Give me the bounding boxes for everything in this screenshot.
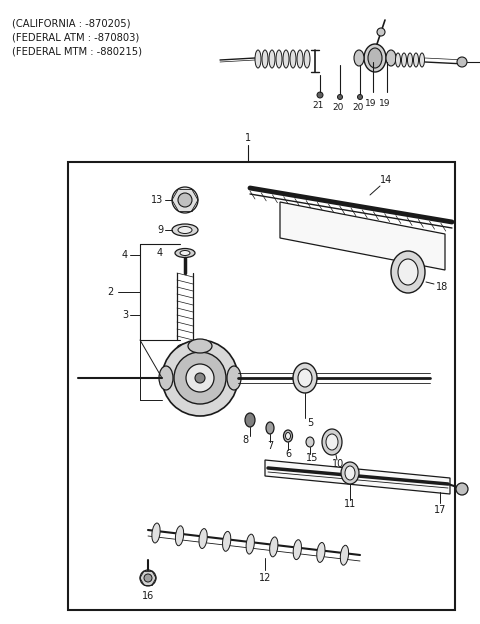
Text: 13: 13 (151, 195, 163, 205)
Text: 2: 2 (107, 287, 113, 297)
Ellipse shape (152, 523, 160, 543)
Ellipse shape (175, 526, 184, 546)
Ellipse shape (326, 434, 338, 450)
Ellipse shape (298, 369, 312, 387)
Text: 16: 16 (142, 591, 154, 601)
Text: (FEDERAL ATM : -870803): (FEDERAL ATM : -870803) (12, 32, 139, 42)
Ellipse shape (227, 366, 241, 390)
Circle shape (457, 57, 467, 67)
Ellipse shape (269, 50, 275, 68)
Ellipse shape (396, 53, 400, 67)
Ellipse shape (354, 50, 364, 66)
Circle shape (174, 352, 226, 404)
Ellipse shape (255, 50, 261, 68)
Text: (CALIFORNIA : -870205): (CALIFORNIA : -870205) (12, 18, 131, 28)
Ellipse shape (262, 50, 268, 68)
Polygon shape (280, 202, 445, 270)
Text: 14: 14 (380, 175, 392, 185)
Ellipse shape (188, 339, 212, 353)
Text: 18: 18 (436, 282, 448, 292)
Ellipse shape (246, 534, 254, 554)
Ellipse shape (306, 437, 314, 447)
Ellipse shape (368, 48, 382, 68)
Text: 7: 7 (267, 441, 273, 451)
Circle shape (178, 193, 192, 207)
Text: 15: 15 (306, 453, 318, 463)
Ellipse shape (340, 545, 348, 565)
Circle shape (358, 94, 362, 99)
Ellipse shape (266, 422, 274, 434)
Ellipse shape (199, 529, 207, 548)
Circle shape (172, 187, 198, 213)
Ellipse shape (317, 542, 325, 562)
Text: 1: 1 (245, 133, 251, 143)
Text: 20: 20 (352, 104, 364, 112)
Ellipse shape (293, 363, 317, 393)
Ellipse shape (283, 50, 289, 68)
Circle shape (140, 570, 156, 586)
Text: 19: 19 (379, 99, 391, 107)
Text: 4: 4 (122, 250, 128, 260)
Circle shape (317, 92, 323, 98)
Text: 8: 8 (242, 435, 248, 445)
Circle shape (456, 483, 468, 495)
Ellipse shape (276, 50, 282, 68)
Circle shape (337, 94, 343, 99)
Circle shape (162, 340, 238, 416)
Ellipse shape (245, 413, 255, 427)
Ellipse shape (284, 430, 292, 442)
Text: 5: 5 (307, 418, 313, 428)
Text: 17: 17 (434, 505, 446, 515)
Ellipse shape (413, 53, 419, 67)
Ellipse shape (364, 44, 386, 72)
Ellipse shape (172, 224, 198, 236)
Ellipse shape (322, 429, 342, 455)
Ellipse shape (391, 251, 425, 293)
Circle shape (144, 574, 152, 582)
Text: 12: 12 (259, 573, 271, 583)
Text: 9: 9 (157, 225, 163, 235)
Ellipse shape (180, 250, 190, 255)
Ellipse shape (270, 537, 278, 557)
Ellipse shape (345, 466, 355, 480)
Text: (FEDERAL MTM : -880215): (FEDERAL MTM : -880215) (12, 46, 142, 56)
Bar (68, 162, 455, 610)
Ellipse shape (398, 259, 418, 285)
Polygon shape (265, 460, 450, 494)
Text: 3: 3 (122, 310, 128, 320)
Ellipse shape (401, 53, 407, 67)
Text: 11: 11 (344, 499, 356, 509)
Ellipse shape (408, 53, 412, 67)
Circle shape (195, 373, 205, 383)
Text: 4: 4 (157, 248, 163, 258)
Ellipse shape (286, 432, 290, 439)
Ellipse shape (293, 540, 301, 560)
Ellipse shape (175, 248, 195, 258)
Text: 19: 19 (365, 99, 377, 107)
Ellipse shape (290, 50, 296, 68)
Circle shape (186, 364, 214, 392)
Text: 6: 6 (285, 449, 291, 459)
Ellipse shape (377, 28, 385, 36)
Ellipse shape (386, 50, 396, 66)
Ellipse shape (159, 366, 173, 390)
Ellipse shape (304, 50, 310, 68)
Text: 21: 21 (312, 102, 324, 110)
Ellipse shape (178, 227, 192, 233)
Ellipse shape (341, 462, 359, 484)
Text: 10: 10 (332, 459, 344, 469)
Ellipse shape (223, 532, 231, 551)
Ellipse shape (420, 53, 424, 67)
Text: 20: 20 (332, 104, 344, 112)
Ellipse shape (177, 344, 193, 352)
Ellipse shape (297, 50, 303, 68)
